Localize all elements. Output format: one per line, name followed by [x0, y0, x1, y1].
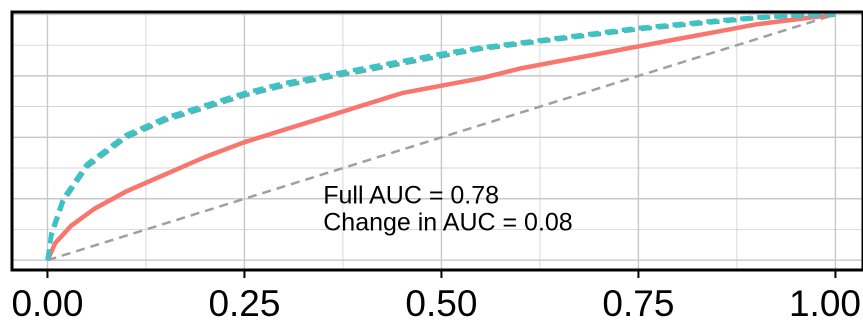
annotation-text: Change in AUC = 0.08: [323, 209, 572, 237]
x-tick-label: 0.75: [602, 283, 674, 324]
x-axis: 0.00 0.25 0.50 0.75 1.00: [11, 270, 861, 324]
annotation-text: Full AUC = 0.78: [323, 182, 499, 210]
x-tick-label: 0.25: [208, 283, 280, 324]
x-tick-label: 0.00: [11, 283, 83, 324]
x-tick-label: 0.50: [405, 283, 477, 324]
x-tick-label: 1.00: [789, 283, 861, 324]
